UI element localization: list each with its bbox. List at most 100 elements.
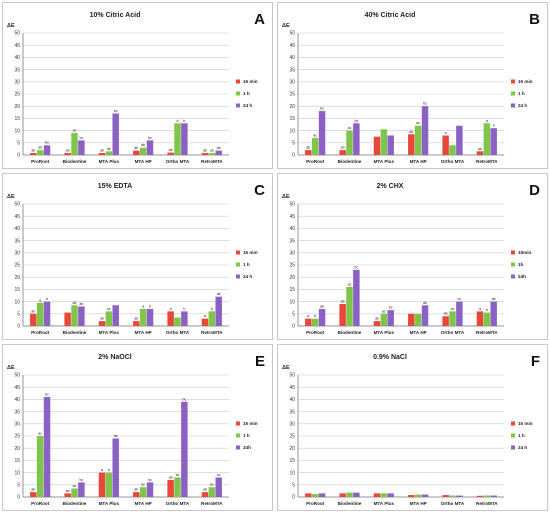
bar <box>456 301 463 326</box>
legend-entry: 24 h <box>243 103 252 108</box>
legend-swatch <box>236 91 240 96</box>
bar <box>167 152 174 155</box>
legend-entry: 1 h <box>243 91 250 96</box>
y-tick-label: 50 <box>14 373 20 379</box>
bar <box>387 493 394 497</box>
y-axis-label: ΔE <box>7 365 15 371</box>
data-label: ab <box>203 488 207 492</box>
data-label: bc <box>354 265 358 269</box>
data-label: ab <box>73 301 77 305</box>
chart-title: 2% CHX <box>377 183 404 190</box>
chart-title: 2% NaOCl <box>98 354 132 361</box>
y-tick-label: 15 <box>14 458 20 464</box>
x-tick-label: MTA HP <box>410 501 427 506</box>
y-tick-label: 20 <box>289 446 295 452</box>
y-tick-label: 10 <box>289 470 295 476</box>
bar <box>456 125 463 155</box>
y-tick-label: 25 <box>289 434 295 440</box>
bar <box>442 316 449 326</box>
legend-entry: 1 h <box>243 262 250 267</box>
legend-swatch <box>511 250 515 255</box>
data-label: ac <box>141 483 145 487</box>
bar <box>139 487 147 497</box>
x-tick-label: MTA Plus <box>99 330 120 335</box>
data-label: bc <box>45 392 49 396</box>
bar <box>387 310 394 326</box>
y-tick-label: 0 <box>292 153 295 159</box>
legend-swatch <box>236 262 240 267</box>
bar <box>442 495 449 497</box>
bar <box>64 153 71 155</box>
y-tick-label: 40 <box>289 55 295 61</box>
legend-swatch <box>511 274 515 279</box>
bar <box>30 313 37 326</box>
y-axis-label: ΔE <box>282 365 290 371</box>
legend-entry: 1 h <box>518 433 525 438</box>
chart-svg: 15% EDTA CΔE05101520253035404550ProRootab… <box>7 182 265 335</box>
bar <box>64 493 71 497</box>
bar <box>215 150 222 155</box>
legend-swatch <box>236 250 240 255</box>
y-tick-label: 30 <box>14 422 20 428</box>
legend-entry: 15min <box>518 250 531 255</box>
bar <box>414 494 422 497</box>
data-label: ac <box>107 307 111 311</box>
data-label: ab <box>66 149 70 153</box>
data-label: b <box>149 304 151 308</box>
data-label: bc <box>114 109 118 113</box>
data-label: ab <box>134 488 138 492</box>
data-label: ab <box>107 147 111 151</box>
bar <box>215 477 222 497</box>
data-label: bc <box>217 473 221 477</box>
legend-swatch <box>236 421 240 426</box>
x-tick-label: RetroMTA <box>476 330 498 335</box>
bar <box>449 495 456 497</box>
x-tick-label: RetroMTA <box>201 330 223 335</box>
chart-svg: 2% NaOCl EΔE05101520253035404550ProRootab… <box>7 353 265 506</box>
data-label: bc <box>423 102 427 106</box>
y-tick-label: 45 <box>14 214 20 220</box>
x-tick-label: ProRoot <box>306 159 325 164</box>
y-tick-label: 15 <box>14 287 20 293</box>
bar <box>105 472 113 497</box>
data-label: ab <box>341 300 345 304</box>
y-tick-label: 5 <box>17 141 20 147</box>
data-label: ab <box>100 149 104 153</box>
data-label: bc <box>354 119 358 123</box>
y-tick-label: 5 <box>17 483 20 489</box>
bar <box>105 151 113 155</box>
legend-swatch <box>511 445 515 450</box>
panel-d: 2% CHX D ΔE 0 5 10 15 20 25 30 35 40 45 50 ProRoot a b ab… <box>277 173 548 340</box>
data-label: ab <box>341 146 345 150</box>
x-tick-label: Biodentine <box>338 330 362 335</box>
data-label: ab <box>423 301 427 305</box>
bar <box>167 311 174 326</box>
bar <box>421 305 429 326</box>
data-label: a <box>170 307 172 311</box>
y-tick-label: 50 <box>14 31 20 37</box>
legend-entry: 15 min <box>518 79 533 84</box>
y-tick-label: 25 <box>289 263 295 269</box>
bar <box>30 153 37 155</box>
bar <box>421 106 429 155</box>
bar <box>408 495 415 497</box>
chart-title: 0.9% NaCl <box>373 354 407 361</box>
bar <box>414 125 422 155</box>
bar <box>346 130 353 155</box>
bar <box>490 301 497 326</box>
bar <box>339 304 346 326</box>
bar <box>78 306 85 326</box>
x-tick-label: Biodentine <box>63 159 87 164</box>
data-label: ac <box>416 121 420 125</box>
bar <box>71 488 78 497</box>
x-tick-label: RetroMTA <box>201 501 223 506</box>
data-label: b <box>314 314 316 318</box>
x-tick-label: RetroMTA <box>476 501 498 506</box>
x-tick-label: Ortho MTA <box>166 501 190 506</box>
x-tick-label: Biodentine <box>338 501 362 506</box>
y-axis-label: ΔE <box>7 194 15 200</box>
data-label: b <box>183 307 185 311</box>
legend-entry: 24 h <box>518 103 527 108</box>
legend-swatch <box>511 79 515 84</box>
